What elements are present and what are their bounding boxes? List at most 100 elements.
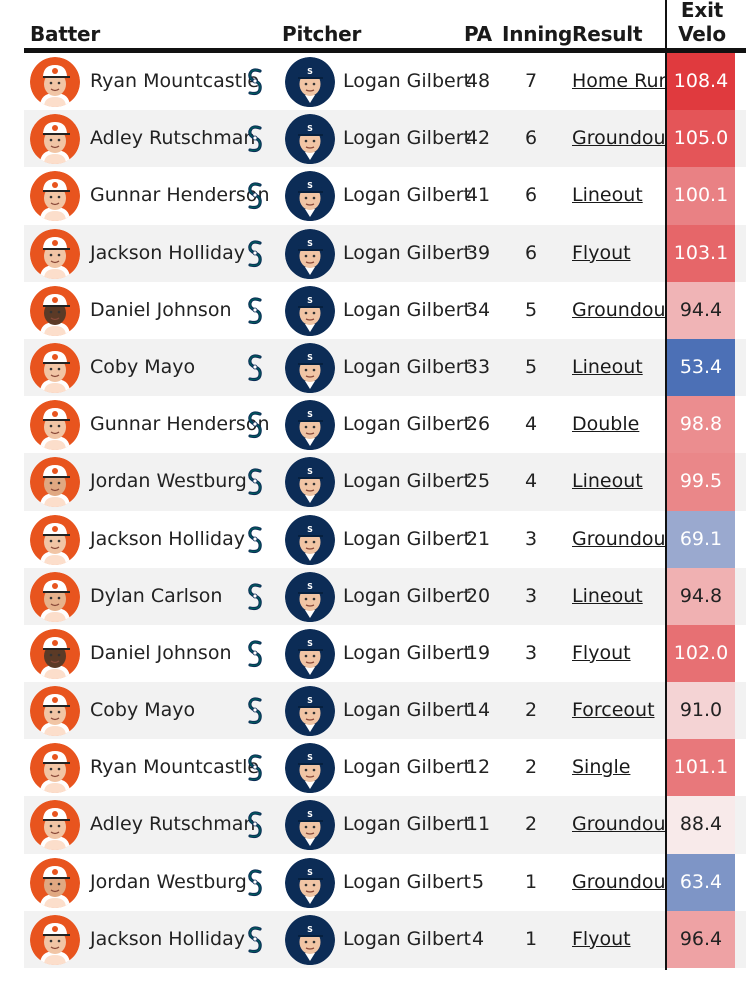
inning-value: 2 — [524, 756, 538, 779]
pitcher-name: Logan Gilbert — [343, 699, 471, 722]
inning-value: 4 — [524, 413, 538, 436]
result-link[interactable]: Groundout — [572, 298, 674, 321]
result-link[interactable]: Lineout — [572, 355, 643, 378]
pitcher-name: Logan Gilbert — [343, 927, 471, 950]
batter-headshot-icon — [30, 800, 80, 851]
exit-velo-cell: 69.1 — [667, 510, 735, 568]
inning-value: 2 — [524, 813, 538, 836]
table-row: Jackson Holliday S Logan Gilbert 39 6 Fl… — [24, 224, 746, 282]
pitcher-headshot-icon: S — [285, 400, 335, 451]
result-link[interactable]: Lineout — [572, 184, 643, 207]
pitcher-headshot-icon: S — [285, 114, 335, 165]
batter-name: Coby Mayo — [90, 699, 196, 722]
pa-value: 39 — [465, 241, 491, 264]
svg-text:S: S — [307, 868, 313, 877]
mariners-logo-icon — [246, 67, 264, 97]
exit-velo-cell: 96.4 — [667, 910, 735, 968]
batter-name: Ryan Mountcastle — [90, 70, 260, 92]
svg-text:S: S — [307, 467, 313, 476]
inning-value: 6 — [524, 184, 538, 207]
header-exit-velo-line1: Exit — [680, 0, 724, 22]
batter-name: Daniel Johnson — [90, 298, 232, 321]
pa-value: 48 — [465, 70, 491, 92]
result-link[interactable]: Groundout — [572, 127, 674, 150]
pitcher-name: Logan Gilbert — [343, 355, 471, 378]
result-link[interactable]: Groundout — [572, 527, 674, 550]
inning-value: 4 — [524, 470, 538, 493]
batter-name: Ryan Mountcastle — [90, 756, 260, 779]
result-link[interactable]: Double — [572, 413, 640, 436]
inning-value: 1 — [524, 870, 538, 893]
result-link[interactable]: Home Run — [572, 70, 671, 92]
result-link[interactable]: Flyout — [572, 641, 631, 664]
batter-headshot-icon — [30, 571, 80, 622]
batter-headshot-icon — [30, 743, 80, 794]
batter-headshot-icon — [30, 114, 80, 165]
table-row: Adley Rutschman S Logan Gilbert 11 2 Gro… — [24, 796, 746, 854]
pitcher-name: Logan Gilbert — [343, 184, 471, 207]
batter-headshot-icon — [30, 914, 80, 965]
batter-headshot-icon — [30, 628, 80, 679]
pa-value: 25 — [465, 470, 491, 493]
pitcher-headshot-icon: S — [285, 285, 335, 336]
inning-value: 3 — [524, 527, 538, 550]
table-row: Jackson Holliday S Logan Gilbert 4 1 Fly… — [24, 910, 746, 968]
result-link[interactable]: Groundout — [572, 813, 674, 836]
result-link[interactable]: Lineout — [572, 470, 643, 493]
inning-value: 3 — [524, 584, 538, 607]
mariners-logo-icon — [246, 239, 264, 269]
table-row: Jackson Holliday S Logan Gilbert 21 3 Gr… — [24, 510, 746, 568]
batter-name: Jordan Westburg — [90, 870, 247, 893]
result-link[interactable]: Forceout — [572, 699, 655, 722]
pitcher-headshot-icon: S — [285, 914, 335, 965]
mariners-logo-icon — [246, 639, 264, 669]
svg-text:S: S — [307, 353, 313, 362]
header-pitcher: Pitcher — [282, 22, 362, 46]
pitcher-name: Logan Gilbert — [343, 813, 471, 836]
pitcher-headshot-icon: S — [285, 857, 335, 908]
pa-value: 33 — [465, 355, 491, 378]
pitcher-name: Logan Gilbert — [343, 70, 471, 92]
result-link[interactable]: Flyout — [572, 927, 631, 950]
exit-velo-cell: 102.0 — [667, 624, 735, 683]
result-link[interactable]: Flyout — [572, 241, 631, 264]
result-link[interactable]: Lineout — [572, 584, 643, 607]
svg-text:S: S — [307, 525, 313, 534]
result-link[interactable]: Groundout — [572, 870, 674, 893]
header-exit-velo-line2: Velo — [678, 22, 726, 46]
result-link[interactable]: Single — [572, 756, 631, 779]
exit-velo-cell: 101.1 — [667, 739, 735, 797]
mariners-logo-icon — [246, 810, 264, 840]
inning-value: 5 — [524, 355, 538, 378]
batter-name: Dylan Carlson — [90, 584, 223, 607]
pa-value: 11 — [465, 813, 491, 836]
exit-velo-divider — [665, 0, 667, 970]
pa-value: 19 — [465, 641, 491, 664]
svg-text:S: S — [307, 639, 313, 648]
exit-velo-cell: 103.1 — [667, 224, 735, 282]
exit-velo-cell: 94.8 — [667, 567, 735, 625]
header-result: Result — [572, 22, 643, 46]
table-row: Ryan Mountcastle S Logan Gilbert 12 2 Si… — [24, 739, 746, 797]
svg-text:S: S — [307, 67, 313, 76]
table-header: Batter Pitcher PA Inning Result Exit Vel… — [24, 0, 746, 48]
mariners-logo-icon — [246, 467, 264, 497]
mariners-logo-icon — [246, 124, 264, 154]
svg-text:S: S — [307, 124, 313, 133]
mariners-logo-icon — [246, 296, 264, 326]
pitcher-headshot-icon: S — [285, 628, 335, 679]
exit-velo-cell: 63.4 — [667, 853, 735, 911]
pitcher-headshot-icon: S — [285, 686, 335, 737]
batter-headshot-icon — [30, 400, 80, 451]
table-row: Adley Rutschman S Logan Gilbert 42 6 Gro… — [24, 110, 746, 168]
exit-velo-cell: 94.4 — [667, 281, 735, 339]
exit-velo-cell: 105.0 — [667, 110, 735, 168]
batter-name: Gunnar Henderson — [90, 184, 270, 207]
exit-velo-cell: 88.4 — [667, 796, 735, 854]
svg-text:S: S — [307, 925, 313, 934]
svg-text:S: S — [307, 296, 313, 305]
table-row: Dylan Carlson S Logan Gilbert 20 3 Lineo… — [24, 567, 746, 625]
pitcher-name: Logan Gilbert — [343, 470, 471, 493]
pitcher-headshot-icon: S — [285, 457, 335, 508]
header-batter: Batter — [30, 22, 101, 46]
